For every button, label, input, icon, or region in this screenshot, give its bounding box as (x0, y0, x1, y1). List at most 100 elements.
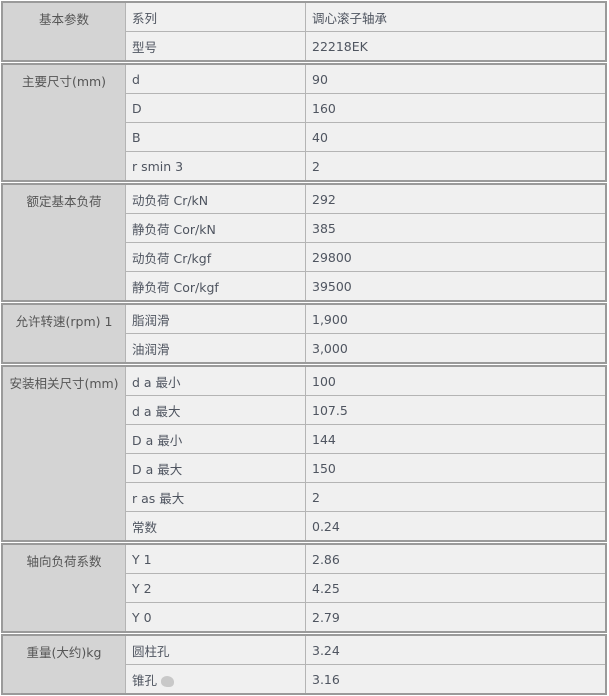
param-label-text: D a 最大 (132, 461, 183, 477)
param-value: 292 (305, 183, 607, 214)
param-label: Y 2 (125, 573, 306, 603)
group-title: 安装相关尺寸(mm) (1, 365, 126, 542)
table-row: 静负荷 Cor/kN 385 (2, 213, 607, 243)
param-label-text: 油润滑 (132, 341, 170, 357)
table-row: 额定基本负荷 动负荷 Cr/kN 292 (1, 183, 607, 302)
param-label-text: d a 最小 (132, 374, 181, 390)
param-value: 4.25 (305, 573, 607, 603)
param-label: 锥孔 (125, 664, 306, 695)
table-row: 动负荷 Cr/kgf 29800 (2, 242, 607, 272)
param-label-text: d a 最大 (132, 403, 181, 419)
param-label-text: r as 最大 (132, 490, 185, 506)
param-value: 1,900 (305, 303, 607, 334)
param-label: D a 最大 (125, 453, 306, 483)
group-title: 轴向负荷系数 (1, 543, 126, 633)
group-title: 基本参数 (1, 1, 126, 62)
param-label: d a 最小 (125, 365, 306, 396)
param-label: 型号 (125, 31, 306, 62)
spec-group: 轴向负荷系数 Y 1 2.86 Y 2 4.25 Y 0 2.79 (1, 543, 607, 633)
spec-group: 允许转速(rpm) 1 脂润滑 1,900 油润滑 3,000 (1, 303, 607, 364)
param-value: 160 (305, 93, 607, 123)
param-label-text: 静负荷 Cor/kN (132, 221, 216, 237)
param-value: 0.24 (305, 511, 607, 542)
param-label: 动负荷 Cr/kgf (125, 242, 306, 272)
param-label: d a 最大 (125, 395, 306, 425)
group-title: 允许转速(rpm) 1 (1, 303, 126, 364)
spec-group: 主要尺寸(mm) d 90 D 160 B 40 r smin 3 2 (1, 63, 607, 182)
param-value: 2.86 (305, 543, 607, 574)
param-value: 3.16 (305, 664, 607, 695)
table-row: r smin 3 2 (2, 151, 607, 182)
spec-group: 额定基本负荷 动负荷 Cr/kN 292 静负荷 Cor/kN 385 动负荷 Cr/kg… (1, 183, 607, 302)
group-title: 重量(大约)kg (1, 634, 126, 695)
param-value: 3.24 (305, 634, 607, 665)
param-value: 29800 (305, 242, 607, 272)
param-value: 385 (305, 213, 607, 243)
param-label-text: 静负荷 Cor/kgf (132, 279, 219, 295)
table-row: Y 2 4.25 (2, 573, 607, 603)
param-label-text: r smin 3 (132, 158, 184, 174)
table-row: Y 0 2.79 (2, 602, 607, 633)
param-label-text: 圆柱孔 (132, 643, 170, 659)
param-label: 系列 (125, 1, 306, 32)
param-label: D a 最小 (125, 424, 306, 454)
param-label: d (125, 63, 306, 94)
param-value: 100 (305, 365, 607, 396)
param-value: 2.79 (305, 602, 607, 633)
table-row: 允许转速(rpm) 1 脂润滑 1,900 (1, 303, 607, 364)
param-label-text: 动负荷 Cr/kgf (132, 250, 212, 266)
param-value: 90 (305, 63, 607, 94)
spec-group: 安装相关尺寸(mm) d a 最小 100 d a 最大 107.5 D a 最小 144 D… (1, 365, 607, 542)
param-value: 39500 (305, 271, 607, 302)
param-label: 常数 (125, 511, 306, 542)
table-row: D a 最大 150 (2, 453, 607, 483)
param-label-text: d (132, 71, 140, 87)
param-value: 150 (305, 453, 607, 483)
spec-group: 基本参数 系列 调心滚子轴承型号 22218EK (1, 1, 607, 62)
table-row: 型号 22218EK (2, 31, 607, 62)
param-value: 40 (305, 122, 607, 152)
param-label: 油润滑 (125, 333, 306, 364)
param-label: 圆柱孔 (125, 634, 306, 665)
param-value: 144 (305, 424, 607, 454)
param-label-text: 脂润滑 (132, 312, 170, 328)
group-title: 主要尺寸(mm) (1, 63, 126, 182)
param-label: 动负荷 Cr/kN (125, 183, 306, 214)
param-value: 调心滚子轴承 (305, 1, 607, 32)
param-value: 2 (305, 482, 607, 512)
param-label-text: D (132, 100, 142, 116)
param-label-text: 系列 (132, 10, 158, 26)
table-row: 安装相关尺寸(mm) d a 最小 100 (1, 365, 607, 542)
param-label: 静负荷 Cor/kN (125, 213, 306, 243)
table-row: 常数 0.24 (2, 511, 607, 542)
param-label: Y 0 (125, 602, 306, 633)
group-title: 额定基本负荷 (1, 183, 126, 302)
param-label: B (125, 122, 306, 152)
param-label: r as 最大 (125, 482, 306, 512)
param-value: 22218EK (305, 31, 607, 62)
spec-group: 重量(大约)kg 圆柱孔 3.24 锥孔 3.16 (1, 634, 607, 695)
param-label-text: 常数 (132, 519, 158, 535)
table-row: D 160 (2, 93, 607, 123)
table-row: 主要尺寸(mm) d 90 (1, 63, 607, 182)
table-row: r as 最大 2 (2, 482, 607, 512)
table-row: B 40 (2, 122, 607, 152)
table-row: 重量(大约)kg 圆柱孔 3.24 (1, 634, 607, 695)
param-value: 107.5 (305, 395, 607, 425)
param-value: 3,000 (305, 333, 607, 364)
param-label-text: 动负荷 Cr/kN (132, 192, 209, 208)
table-row: 轴向负荷系数 Y 1 2.86 (1, 543, 607, 633)
table-row: d a 最大 107.5 (2, 395, 607, 425)
param-value: 2 (305, 151, 607, 182)
param-label: 静负荷 Cor/kgf (125, 271, 306, 302)
param-label-text: 锥孔 (132, 672, 158, 688)
param-label: 脂润滑 (125, 303, 306, 334)
param-label-text: 型号 (132, 39, 158, 55)
param-label: D (125, 93, 306, 123)
param-label: r smin 3 (125, 151, 306, 182)
param-label-text: Y 2 (132, 580, 152, 596)
table-row: 静负荷 Cor/kgf 39500 (2, 271, 607, 302)
param-label-text: D a 最小 (132, 432, 183, 448)
param-label-text: B (132, 129, 141, 145)
param-label-text: Y 0 (132, 609, 152, 625)
